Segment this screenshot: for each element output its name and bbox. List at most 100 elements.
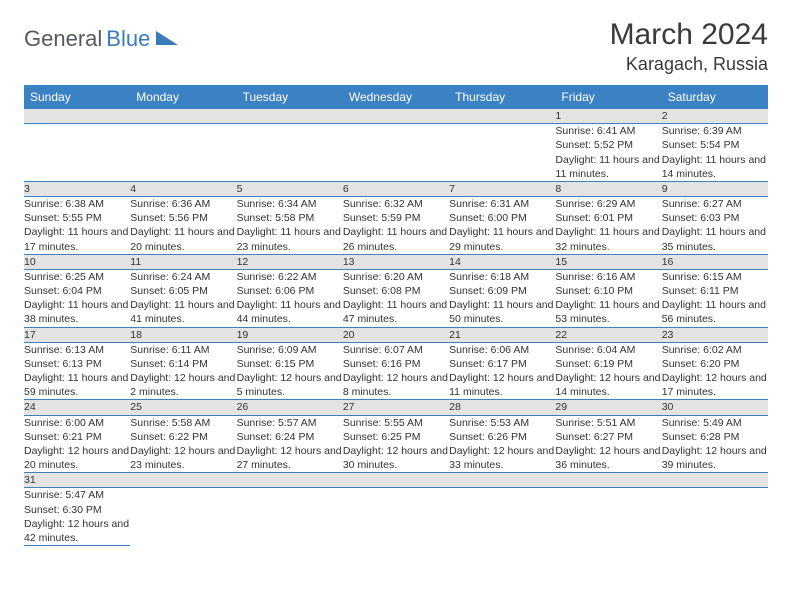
detail-line: Daylight: 12 hours and 17 minutes. (662, 371, 768, 399)
day-detail-row: Sunrise: 6:25 AMSunset: 6:04 PMDaylight:… (24, 269, 768, 327)
day-detail-cell: Sunrise: 6:20 AMSunset: 6:08 PMDaylight:… (343, 269, 449, 327)
day-header: Friday (555, 85, 661, 109)
day-detail-cell: Sunrise: 6:31 AMSunset: 6:00 PMDaylight:… (449, 197, 555, 255)
detail-line: Sunrise: 5:58 AM (130, 416, 236, 430)
day-detail-cell: Sunrise: 5:51 AMSunset: 6:27 PMDaylight:… (555, 415, 661, 473)
detail-line: Daylight: 11 hours and 29 minutes. (449, 225, 555, 253)
detail-line: Daylight: 12 hours and 42 minutes. (24, 517, 130, 545)
day-number-cell: 22 (555, 327, 661, 342)
detail-line: Sunrise: 6:29 AM (555, 197, 661, 211)
day-number-cell: 19 (237, 327, 343, 342)
detail-line: Sunset: 5:58 PM (237, 211, 343, 225)
detail-line: Sunset: 6:01 PM (555, 211, 661, 225)
day-number-cell: 2 (662, 109, 768, 124)
day-number-cell (24, 109, 130, 124)
detail-line: Sunset: 5:56 PM (130, 211, 236, 225)
day-number-cell (449, 109, 555, 124)
detail-line: Sunset: 6:11 PM (662, 284, 768, 298)
day-header: Tuesday (237, 85, 343, 109)
detail-line: Daylight: 11 hours and 11 minutes. (555, 153, 661, 181)
detail-line: Daylight: 12 hours and 36 minutes. (555, 444, 661, 472)
detail-line: Daylight: 12 hours and 5 minutes. (237, 371, 343, 399)
day-detail-cell (343, 124, 449, 182)
day-detail-cell: Sunrise: 6:09 AMSunset: 6:15 PMDaylight:… (237, 342, 343, 400)
detail-line: Daylight: 11 hours and 17 minutes. (24, 225, 130, 253)
day-detail-cell: Sunrise: 6:36 AMSunset: 5:56 PMDaylight:… (130, 197, 236, 255)
detail-line: Sunset: 6:16 PM (343, 357, 449, 371)
detail-line: Sunset: 6:09 PM (449, 284, 555, 298)
calendar-table: Sunday Monday Tuesday Wednesday Thursday… (24, 85, 768, 546)
day-header: Saturday (662, 85, 768, 109)
day-detail-cell: Sunrise: 6:11 AMSunset: 6:14 PMDaylight:… (130, 342, 236, 400)
detail-line: Sunset: 6:14 PM (130, 357, 236, 371)
detail-line: Daylight: 12 hours and 20 minutes. (24, 444, 130, 472)
day-number-cell: 4 (130, 181, 236, 196)
day-detail-cell: Sunrise: 5:53 AMSunset: 6:26 PMDaylight:… (449, 415, 555, 473)
day-detail-row: Sunrise: 6:41 AMSunset: 5:52 PMDaylight:… (24, 124, 768, 182)
detail-line: Sunrise: 6:09 AM (237, 343, 343, 357)
day-number-cell (662, 473, 768, 488)
logo-text-blue: Blue (106, 26, 150, 52)
day-detail-cell (662, 488, 768, 546)
day-detail-cell (555, 488, 661, 546)
day-detail-row: Sunrise: 6:00 AMSunset: 6:21 PMDaylight:… (24, 415, 768, 473)
detail-line: Sunset: 6:10 PM (555, 284, 661, 298)
day-detail-cell: Sunrise: 6:00 AMSunset: 6:21 PMDaylight:… (24, 415, 130, 473)
day-detail-cell (237, 488, 343, 546)
detail-line: Sunset: 6:03 PM (662, 211, 768, 225)
detail-line: Sunrise: 6:15 AM (662, 270, 768, 284)
day-detail-row: Sunrise: 6:38 AMSunset: 5:55 PMDaylight:… (24, 197, 768, 255)
detail-line: Sunset: 6:15 PM (237, 357, 343, 371)
day-number-cell: 6 (343, 181, 449, 196)
day-detail-cell: Sunrise: 6:34 AMSunset: 5:58 PMDaylight:… (237, 197, 343, 255)
day-number-cell: 26 (237, 400, 343, 415)
detail-line: Sunset: 6:28 PM (662, 430, 768, 444)
logo: GeneralBlue (24, 26, 178, 52)
detail-line: Sunrise: 5:55 AM (343, 416, 449, 430)
day-number-cell (449, 473, 555, 488)
day-detail-cell: Sunrise: 6:41 AMSunset: 5:52 PMDaylight:… (555, 124, 661, 182)
day-number-cell: 29 (555, 400, 661, 415)
detail-line: Sunrise: 5:53 AM (449, 416, 555, 430)
day-detail-cell: Sunrise: 6:06 AMSunset: 6:17 PMDaylight:… (449, 342, 555, 400)
detail-line: Daylight: 11 hours and 26 minutes. (343, 225, 449, 253)
detail-line: Sunrise: 5:47 AM (24, 488, 130, 502)
day-number-cell (237, 109, 343, 124)
day-number-cell: 12 (237, 254, 343, 269)
detail-line: Daylight: 11 hours and 32 minutes. (555, 225, 661, 253)
day-number-row: 3456789 (24, 181, 768, 196)
detail-line: Sunrise: 6:18 AM (449, 270, 555, 284)
day-number-cell: 27 (343, 400, 449, 415)
detail-line: Daylight: 12 hours and 27 minutes. (237, 444, 343, 472)
detail-line: Sunrise: 5:57 AM (237, 416, 343, 430)
detail-line: Sunrise: 6:06 AM (449, 343, 555, 357)
detail-line: Sunrise: 6:31 AM (449, 197, 555, 211)
day-number-cell: 30 (662, 400, 768, 415)
day-detail-cell: Sunrise: 6:15 AMSunset: 6:11 PMDaylight:… (662, 269, 768, 327)
detail-line: Daylight: 11 hours and 50 minutes. (449, 298, 555, 326)
day-number-cell: 5 (237, 181, 343, 196)
detail-line: Sunset: 6:05 PM (130, 284, 236, 298)
day-detail-cell: Sunrise: 5:55 AMSunset: 6:25 PMDaylight:… (343, 415, 449, 473)
page-header: GeneralBlue March 2024 Karagach, Russia (24, 18, 768, 75)
detail-line: Sunset: 5:52 PM (555, 138, 661, 152)
day-number-cell: 20 (343, 327, 449, 342)
day-detail-cell: Sunrise: 6:39 AMSunset: 5:54 PMDaylight:… (662, 124, 768, 182)
detail-line: Sunrise: 6:25 AM (24, 270, 130, 284)
day-number-cell: 16 (662, 254, 768, 269)
day-detail-row: Sunrise: 6:13 AMSunset: 6:13 PMDaylight:… (24, 342, 768, 400)
day-detail-cell (130, 124, 236, 182)
detail-line: Sunrise: 5:49 AM (662, 416, 768, 430)
logo-triangle-icon (156, 31, 178, 45)
detail-line: Sunrise: 6:11 AM (130, 343, 236, 357)
day-header: Thursday (449, 85, 555, 109)
detail-line: Sunset: 6:13 PM (24, 357, 130, 371)
day-detail-cell: Sunrise: 6:04 AMSunset: 6:19 PMDaylight:… (555, 342, 661, 400)
detail-line: Sunset: 6:21 PM (24, 430, 130, 444)
detail-line: Daylight: 11 hours and 44 minutes. (237, 298, 343, 326)
day-number-cell: 21 (449, 327, 555, 342)
day-detail-cell (343, 488, 449, 546)
day-number-row: 31 (24, 473, 768, 488)
day-detail-cell (449, 488, 555, 546)
day-detail-cell: Sunrise: 5:47 AMSunset: 6:30 PMDaylight:… (24, 488, 130, 546)
